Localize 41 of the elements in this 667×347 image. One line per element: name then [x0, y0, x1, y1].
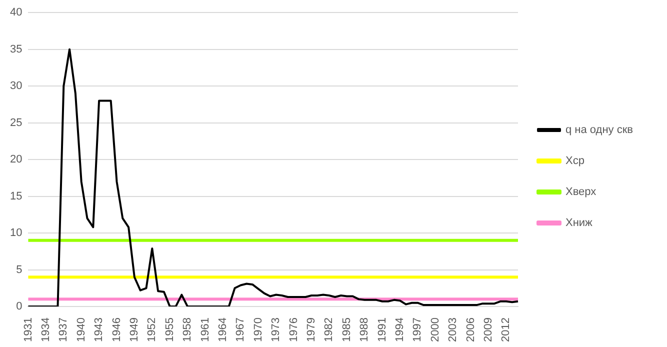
x-tick-label: 1964	[216, 318, 229, 342]
x-tick-label: 1934	[40, 318, 52, 342]
legend-label: Хверх	[565, 186, 597, 198]
x-tick-label: 1967	[234, 318, 247, 342]
x-tick-label: 1937	[58, 318, 70, 342]
legend-label: Хср	[565, 155, 584, 168]
x-tick-label: 1961	[199, 318, 212, 342]
x-tick-label: 1979	[306, 318, 318, 342]
x-tick-label: 1976	[288, 318, 300, 342]
x-tick-label: 1973	[270, 318, 282, 342]
y-tick-label: 25	[10, 116, 22, 129]
x-tick-label: 2006	[464, 318, 477, 342]
y-tick-label: 20	[10, 154, 22, 166]
x-tick-label: 2009	[482, 318, 495, 342]
x-tick-label: 1955	[164, 318, 176, 342]
x-tick-label: 1988	[358, 318, 371, 342]
x-tick-label: 2000	[429, 318, 442, 342]
x-tick-label: 1943	[93, 318, 106, 342]
x-tick-label: 1952	[146, 318, 158, 342]
y-tick-label: 30	[10, 80, 22, 92]
y-tick-label: 35	[10, 43, 22, 56]
x-tick-label: 1994	[394, 318, 406, 342]
x-tick-label: 2012	[500, 318, 512, 342]
x-tick-label: 1940	[75, 318, 88, 342]
x-tick-label: 1982	[323, 318, 336, 342]
x-tick-label: 1958	[182, 318, 194, 342]
x-tick-label: 1931	[22, 318, 34, 342]
x-tick-label: 1946	[110, 318, 123, 342]
x-tick-label: 1997	[412, 318, 424, 342]
x-tick-label: 1970	[252, 318, 264, 342]
x-tick-label: 1991	[376, 318, 388, 342]
x-tick-label: 2003	[447, 318, 460, 342]
x-tick-label: 1949	[128, 318, 140, 342]
y-tick-label: 15	[10, 190, 22, 202]
legend-label: q на одну скв	[565, 124, 634, 136]
x-tick-label: 1985	[340, 318, 353, 342]
y-tick-label: 0	[16, 300, 22, 313]
y-tick-label: 5	[16, 264, 22, 276]
y-tick-label: 40	[10, 6, 22, 19]
legend-label: Хниж	[565, 217, 594, 230]
y-tick-label: 10	[10, 227, 22, 240]
